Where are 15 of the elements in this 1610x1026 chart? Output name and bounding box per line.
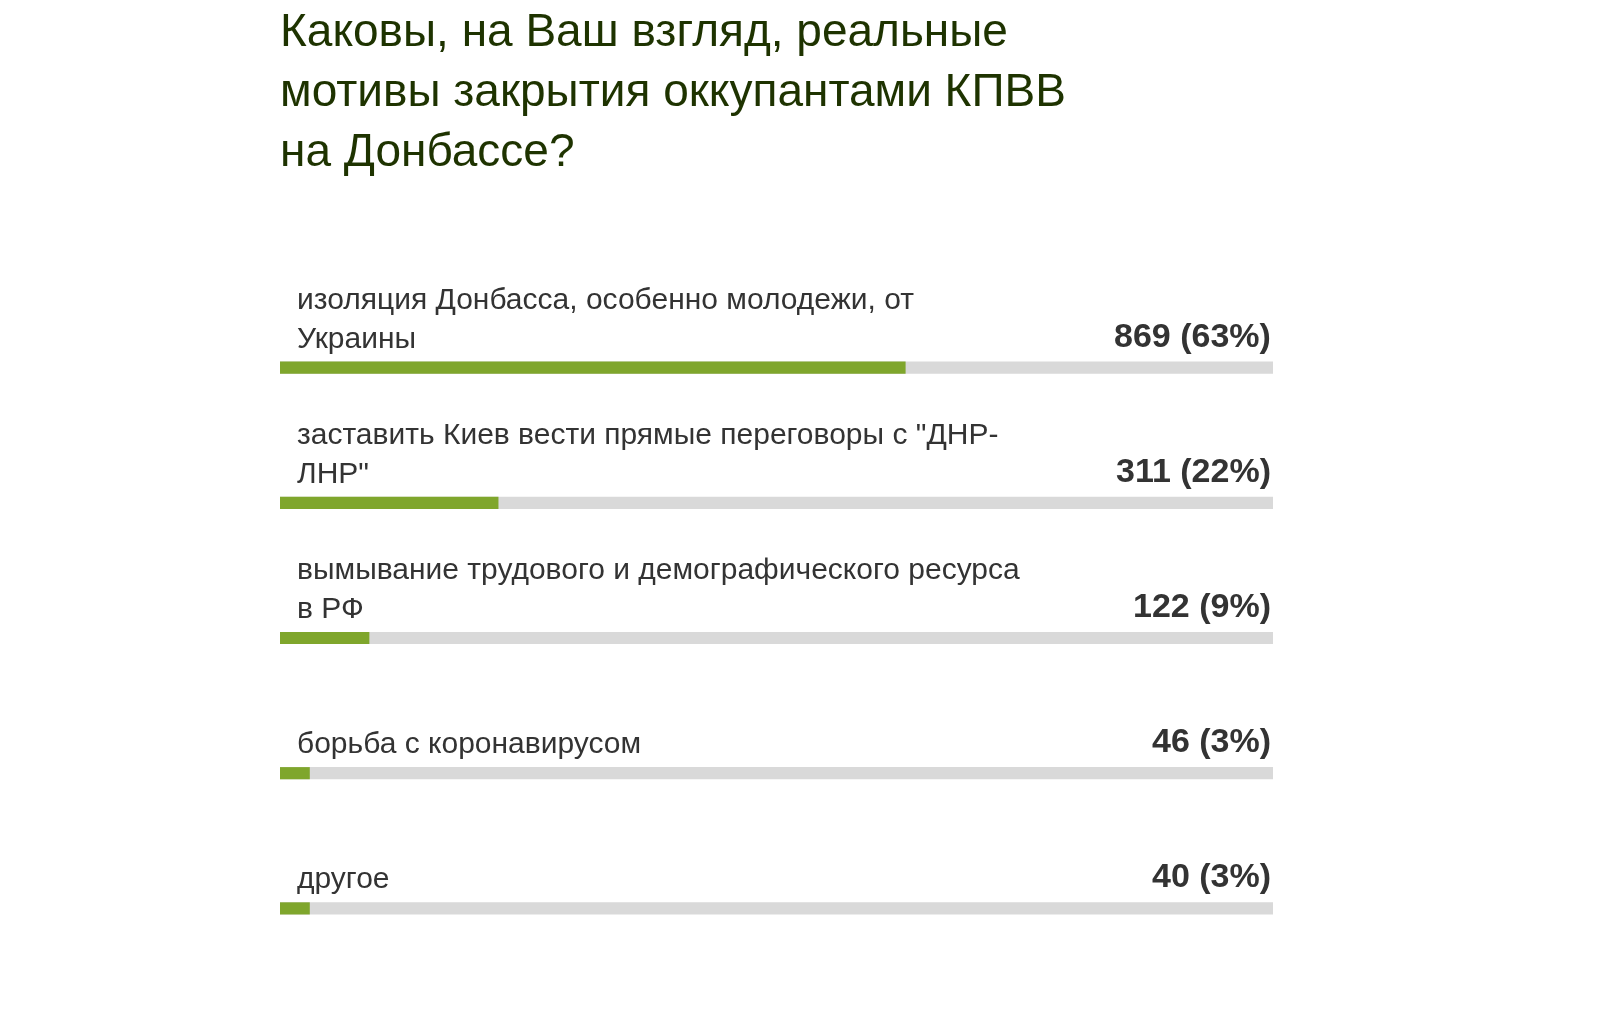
bar	[280, 631, 370, 645]
data-label: 40 (3%)	[1152, 856, 1272, 894]
data-label: 122 (9%)	[1133, 586, 1271, 624]
y-tick-label: вымывание трудового и демографического ресурса в РФ	[297, 552, 1021, 624]
y-tick-label: борьба с коронавирусом	[297, 726, 642, 759]
data-label: 869 (63%)	[1114, 316, 1271, 354]
chart-title: Каковы, на Ваш взгляд, реальные мотивы закрытия оккупантами КПВВ на Донбассе?	[280, 4, 1066, 176]
y-tick-label: другое	[297, 861, 390, 894]
bar	[280, 767, 310, 780]
y-tick-label: изоляция Донбасса, особенно молодежи, от Украины	[297, 282, 915, 354]
data-label: 46 (3%)	[1152, 721, 1272, 759]
bar	[280, 496, 499, 509]
data-label: 311 (22%)	[1116, 451, 1271, 489]
bar	[280, 902, 310, 915]
y-tick-label: заставить Киев вести прямые переговоры с "ДНР-ЛНР"	[297, 417, 999, 489]
